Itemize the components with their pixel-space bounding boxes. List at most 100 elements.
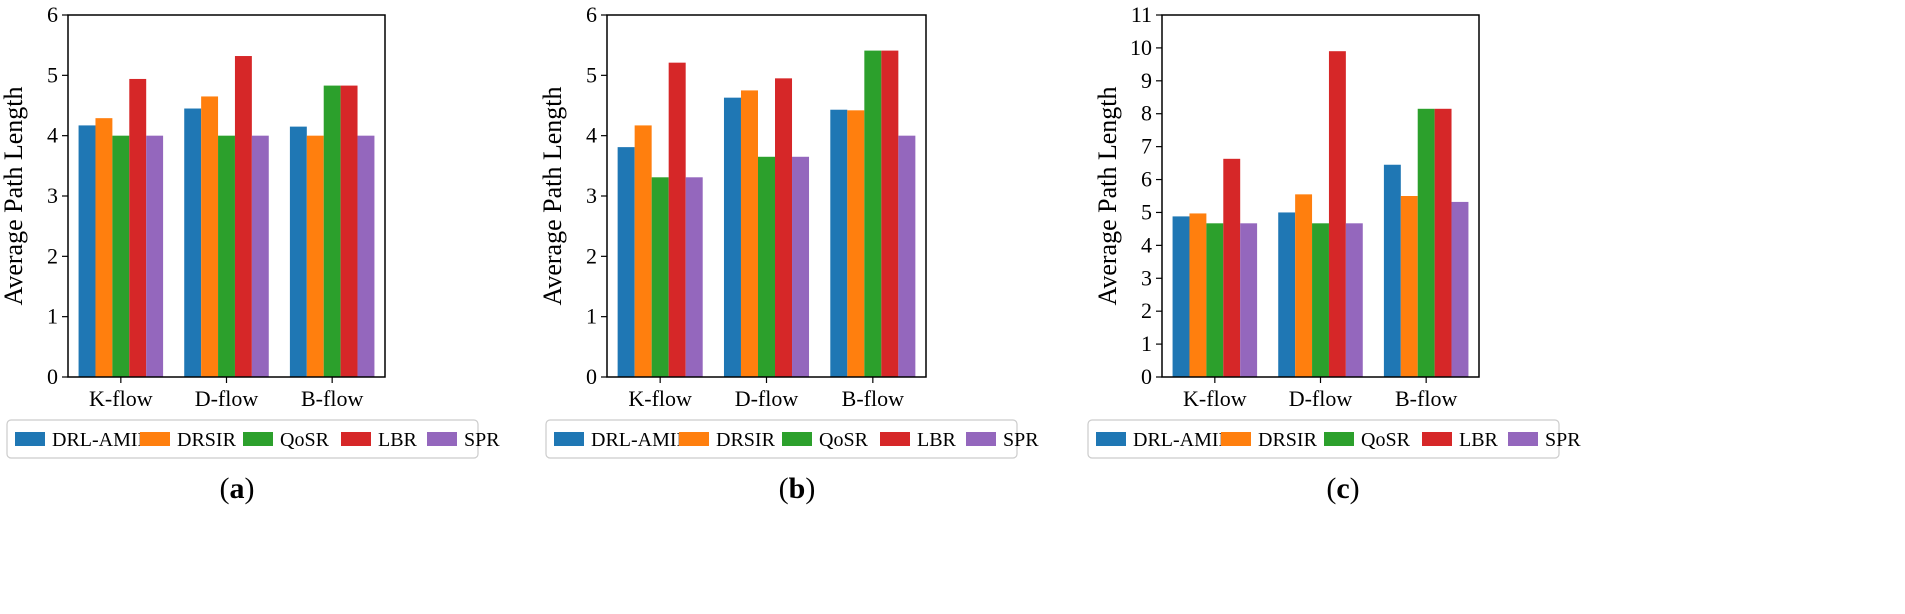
bar-qosr-b-flow bbox=[323, 85, 341, 377]
bar-qosr-d-flow bbox=[757, 156, 775, 377]
legend-swatch bbox=[243, 432, 273, 446]
bar-lbr-k-flow bbox=[1223, 158, 1241, 377]
y-tick-label: 4 bbox=[1141, 232, 1152, 257]
y-tick-label: 6 bbox=[47, 2, 58, 27]
legend: DRL-AMIR DRSIR QoSR LBR SPR bbox=[1087, 419, 1581, 459]
legend-label: SPR bbox=[1545, 429, 1581, 451]
legend: DRL-AMIR DRSIR QoSR LBR SPR bbox=[545, 419, 1039, 459]
y-tick-label: 4 bbox=[586, 123, 597, 148]
panel-letter: a bbox=[230, 472, 245, 505]
y-tick-label: 5 bbox=[1141, 199, 1152, 224]
bar-lbr-k-flow bbox=[668, 62, 686, 377]
y-tick-label: 6 bbox=[586, 2, 597, 27]
bar-drsir-d-flow bbox=[1295, 194, 1313, 377]
y-tick-label: 0 bbox=[586, 364, 597, 389]
legend-label: SPR bbox=[1003, 429, 1039, 451]
legend: DRL-AMIR DRSIR QoSR LBR SPR bbox=[6, 419, 500, 459]
bar-spr-d-flow bbox=[1345, 223, 1363, 377]
bar-drl-amir-d-flow bbox=[184, 108, 202, 378]
y-tick-label: 2 bbox=[47, 243, 58, 268]
legend-swatch bbox=[1422, 432, 1452, 446]
bar-spr-d-flow bbox=[251, 135, 269, 377]
bar-qosr-d-flow bbox=[218, 135, 235, 377]
y-tick-label: 3 bbox=[1141, 265, 1152, 290]
y-tick-label: 11 bbox=[1131, 2, 1152, 27]
y-tick-label: 2 bbox=[586, 243, 597, 268]
bar-drsir-k-flow bbox=[634, 125, 652, 377]
y-tick-label: 8 bbox=[1141, 101, 1152, 126]
bar-lbr-d-flow bbox=[775, 78, 793, 377]
legend-label: SPR bbox=[464, 429, 500, 451]
y-tick-label: 1 bbox=[586, 304, 597, 329]
bar-qosr-k-flow bbox=[651, 177, 669, 377]
legend-swatch bbox=[679, 432, 709, 446]
bar-drl-amir-d-flow bbox=[1278, 212, 1296, 377]
y-tick-label: 7 bbox=[1141, 134, 1152, 159]
y-tick-label: 6 bbox=[1141, 167, 1152, 192]
bar-drsir-k-flow bbox=[95, 118, 113, 378]
bar-spr-b-flow bbox=[898, 135, 916, 377]
x-tick-label: K-flow bbox=[1183, 386, 1247, 411]
y-tick-label: 3 bbox=[586, 183, 597, 208]
legend-label: LBR bbox=[378, 429, 418, 451]
legend-label: QoSR bbox=[280, 429, 330, 451]
y-tick-label: 1 bbox=[1141, 331, 1152, 356]
panel-label: (b) bbox=[779, 472, 816, 505]
legend-swatch bbox=[341, 432, 371, 446]
legend-swatch bbox=[1221, 432, 1251, 446]
bar-qosr-b-flow bbox=[864, 50, 882, 377]
y-tick-label: 5 bbox=[586, 62, 597, 87]
bar-drsir-b-flow bbox=[306, 135, 324, 377]
y-tick-label: 3 bbox=[47, 183, 58, 208]
legend-box bbox=[1087, 419, 1560, 459]
chart-panel-c: 0 1 2 3 4 5 6 7 8 9 10 11 K-flow D-flow B-flow Average … bbox=[1087, 2, 1581, 505]
panel-letter: c bbox=[1336, 472, 1349, 505]
legend-swatch bbox=[140, 432, 170, 446]
panel-letter: b bbox=[789, 472, 806, 505]
legend-swatch bbox=[554, 432, 584, 446]
bar-lbr-d-flow bbox=[1328, 51, 1346, 377]
legend-swatch bbox=[1096, 432, 1126, 446]
bar-drsir-d-flow bbox=[201, 96, 219, 377]
x-tick-label: B-flow bbox=[842, 386, 904, 411]
y-tick-label: 1 bbox=[47, 304, 58, 329]
panel-label: (c) bbox=[1326, 472, 1359, 505]
y-tick-label: 5 bbox=[47, 62, 58, 87]
legend-swatch bbox=[1508, 432, 1538, 446]
bar-qosr-b-flow bbox=[1417, 108, 1435, 377]
x-tick-label: D-flow bbox=[195, 386, 259, 411]
x-tick-label: K-flow bbox=[89, 386, 153, 411]
bar-spr-k-flow bbox=[146, 135, 164, 377]
bar-lbr-b-flow bbox=[1434, 108, 1452, 377]
x-tick-label: B-flow bbox=[1395, 386, 1457, 411]
bar-qosr-k-flow bbox=[112, 135, 130, 377]
bar-drl-amir-k-flow bbox=[617, 147, 635, 377]
legend-label: LBR bbox=[917, 429, 957, 451]
bar-lbr-k-flow bbox=[129, 78, 147, 377]
x-tick-label: D-flow bbox=[735, 386, 799, 411]
bar-drl-amir-d-flow bbox=[723, 97, 741, 377]
legend-swatch bbox=[15, 432, 45, 446]
legend-label: DRSIR bbox=[1258, 429, 1318, 451]
bar-drsir-b-flow bbox=[1400, 196, 1418, 377]
x-tick-label: D-flow bbox=[1289, 386, 1353, 411]
legend-label: DRL-AMIR bbox=[1133, 429, 1233, 451]
bar-qosr-d-flow bbox=[1312, 223, 1329, 377]
bar-lbr-b-flow bbox=[881, 50, 899, 377]
legend-swatch bbox=[782, 432, 812, 446]
legend-label: DRL-AMIR bbox=[52, 429, 152, 451]
y-tick-label: 0 bbox=[47, 364, 58, 389]
bar-drsir-b-flow bbox=[847, 110, 865, 377]
legend-label: DRSIR bbox=[177, 429, 237, 451]
bar-spr-d-flow bbox=[792, 156, 810, 377]
bar-drl-amir-b-flow bbox=[1383, 164, 1401, 377]
bar-drl-amir-b-flow bbox=[289, 126, 307, 378]
x-tick-label: B-flow bbox=[301, 386, 363, 411]
legend-swatch bbox=[966, 432, 996, 446]
bar-spr-k-flow bbox=[1240, 223, 1258, 377]
y-tick-label: 0 bbox=[1141, 364, 1152, 389]
chart-panel-a: 0 1 2 3 4 5 6 K-flow D-flow B-flow Average Path Le… bbox=[0, 2, 500, 505]
legend-label: QoSR bbox=[1361, 429, 1411, 451]
bar-qosr-k-flow bbox=[1206, 223, 1224, 377]
